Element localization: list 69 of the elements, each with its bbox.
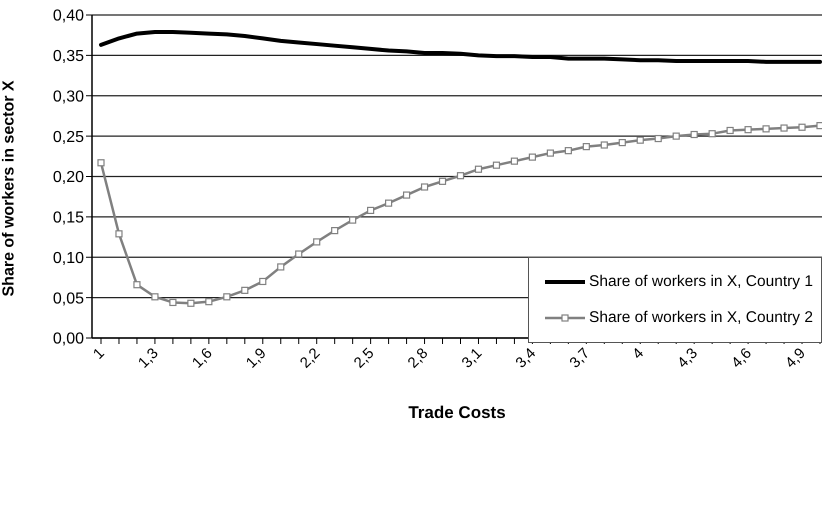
point xyxy=(205,298,212,306)
x-tick-label: 1,9 xyxy=(242,344,270,372)
point xyxy=(187,300,194,307)
point xyxy=(402,191,410,199)
x-tick-label: 4 xyxy=(629,344,648,363)
x-tick-label: 4,6 xyxy=(728,344,755,372)
point xyxy=(636,136,644,144)
point xyxy=(367,206,374,214)
point xyxy=(151,293,159,300)
point xyxy=(349,216,356,224)
point xyxy=(492,162,500,169)
point xyxy=(780,124,788,132)
point xyxy=(474,166,482,173)
point xyxy=(672,132,680,140)
legend-label: Share of workers in X, Country 1 xyxy=(589,272,813,292)
point xyxy=(708,130,716,138)
y-axis-title: Share of workers in sector X xyxy=(0,80,18,296)
x-tick-label: 2,8 xyxy=(404,344,432,372)
point xyxy=(582,143,590,150)
y-tick-label: 0,10 xyxy=(52,250,84,267)
point xyxy=(295,250,302,258)
point xyxy=(277,263,284,271)
point xyxy=(618,138,626,146)
point xyxy=(97,159,105,166)
point xyxy=(762,125,770,132)
x-tick-label: 3,1 xyxy=(458,344,486,372)
point xyxy=(385,200,392,207)
point xyxy=(816,122,822,130)
point xyxy=(798,124,806,131)
point xyxy=(528,154,536,161)
point xyxy=(654,134,662,142)
point xyxy=(313,238,320,246)
point xyxy=(510,158,518,165)
y-tick-label: 0,00 xyxy=(52,330,84,348)
x-tick-label: 3,4 xyxy=(512,344,540,372)
point xyxy=(564,147,572,154)
x-tick-label: 3,7 xyxy=(566,344,594,372)
point xyxy=(438,178,446,185)
point xyxy=(546,149,554,157)
point xyxy=(456,172,464,180)
point xyxy=(133,281,141,288)
point xyxy=(331,227,338,234)
y-tick-label: 0,40 xyxy=(52,8,84,25)
x-tick-label: 1,3 xyxy=(134,344,162,372)
y-tick-label: 0,25 xyxy=(52,128,84,146)
line-series xyxy=(99,30,822,64)
point xyxy=(241,286,248,294)
x-tick-label: 1,6 xyxy=(188,344,216,372)
point xyxy=(169,298,176,306)
x-tick-label: 4,3 xyxy=(674,344,702,372)
y-tick-label: 0,35 xyxy=(52,48,84,66)
point xyxy=(726,126,734,134)
point xyxy=(600,141,608,149)
point xyxy=(744,126,752,134)
x-tick-label: 2,2 xyxy=(296,344,324,372)
point xyxy=(420,183,428,191)
point xyxy=(223,293,230,300)
y-tick-label: 0,15 xyxy=(52,210,84,227)
x-tick-label: 4,9 xyxy=(782,344,809,372)
legend-label: Share of workers in X, Country 2 xyxy=(589,308,813,328)
y-tick-label: 0,20 xyxy=(52,169,84,186)
x-axis-title: Trade Costs xyxy=(408,403,506,422)
y-tick-label: 0,30 xyxy=(52,88,84,106)
x-tick-label: 2,5 xyxy=(350,344,378,372)
y-tick-label: 0,05 xyxy=(52,290,84,308)
point xyxy=(690,130,698,138)
x-tick-label: 1 xyxy=(90,344,108,363)
point xyxy=(115,230,123,238)
point xyxy=(259,278,266,286)
